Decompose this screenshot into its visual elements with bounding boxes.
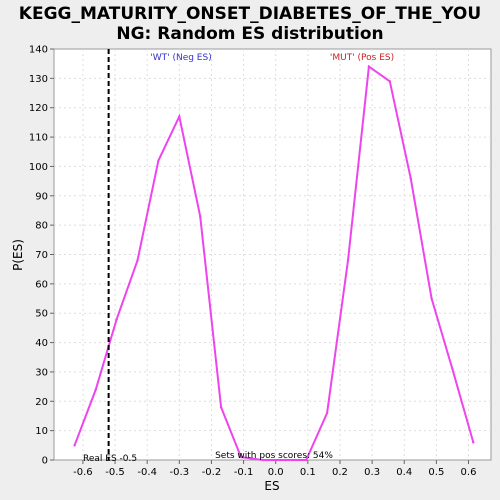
neg-es-label: 'WT' (Neg ES) xyxy=(150,53,211,63)
y-tick-label: 100 xyxy=(29,162,48,173)
data-point xyxy=(73,444,75,446)
data-point xyxy=(472,441,474,443)
y-tick-label: 80 xyxy=(35,221,48,232)
x-tick-label: 0.4 xyxy=(396,467,412,478)
y-axis-label: P(ES) xyxy=(11,239,25,271)
y-tick-label: 90 xyxy=(35,191,48,202)
x-tick-label: -0.1 xyxy=(234,467,254,478)
data-point xyxy=(389,80,391,82)
x-tick-label: -0.3 xyxy=(170,467,190,478)
y-tick-label: 60 xyxy=(35,279,48,290)
data-point xyxy=(115,318,117,320)
data-point xyxy=(95,388,97,390)
data-point xyxy=(326,412,328,414)
data-point xyxy=(136,259,138,261)
data-point xyxy=(430,297,432,299)
x-tick-label: 0.0 xyxy=(268,467,284,478)
y-tick-label: 50 xyxy=(35,309,48,320)
pos-es-label: 'MUT' (Pos ES) xyxy=(330,53,394,63)
data-point xyxy=(451,368,453,370)
x-tick-label: 0.5 xyxy=(428,467,444,478)
y-axis: 0 10 20 30 40 50 60 70 80 90 100 110 120 130 140 xyxy=(29,45,54,467)
y-tick-label: 130 xyxy=(29,74,48,85)
data-point xyxy=(220,406,222,408)
y-tick-label: 0 xyxy=(42,456,48,467)
y-tick-label: 70 xyxy=(35,250,48,261)
data-point xyxy=(178,115,180,117)
x-tick-label: 0.2 xyxy=(332,467,348,478)
y-tick-label: 30 xyxy=(35,367,48,378)
x-tick-label: -0.2 xyxy=(202,467,222,478)
pos-scores-footer: Sets with pos scores: 54% xyxy=(215,451,333,461)
x-tick-label: 0.1 xyxy=(300,467,316,478)
x-tick-label: -0.6 xyxy=(73,467,93,478)
data-point xyxy=(368,65,370,67)
x-tick-label: -0.5 xyxy=(105,467,125,478)
y-tick-label: 10 xyxy=(35,426,48,437)
x-tick-label: -0.4 xyxy=(137,467,157,478)
data-point xyxy=(409,177,411,179)
y-tick-label: 110 xyxy=(29,133,48,144)
y-tick-label: 20 xyxy=(35,397,48,408)
data-point xyxy=(199,215,201,217)
real-es-label: Real ES -0.5 xyxy=(83,454,137,464)
y-tick-label: 120 xyxy=(29,103,48,114)
data-point xyxy=(347,259,349,261)
x-tick-label: 0.6 xyxy=(461,467,477,478)
y-tick-label: 40 xyxy=(35,338,48,349)
chart-title-line-1: KEGG_MATURITY_ONSET_DIABETES_OF_THE_YOU xyxy=(19,4,481,24)
x-axis-label: ES xyxy=(264,479,279,493)
y-tick-label: 140 xyxy=(29,45,48,56)
data-point xyxy=(157,159,159,161)
chart-title-line-2: NG: Random ES distribution xyxy=(116,24,383,44)
x-tick-label: 0.3 xyxy=(364,467,380,478)
